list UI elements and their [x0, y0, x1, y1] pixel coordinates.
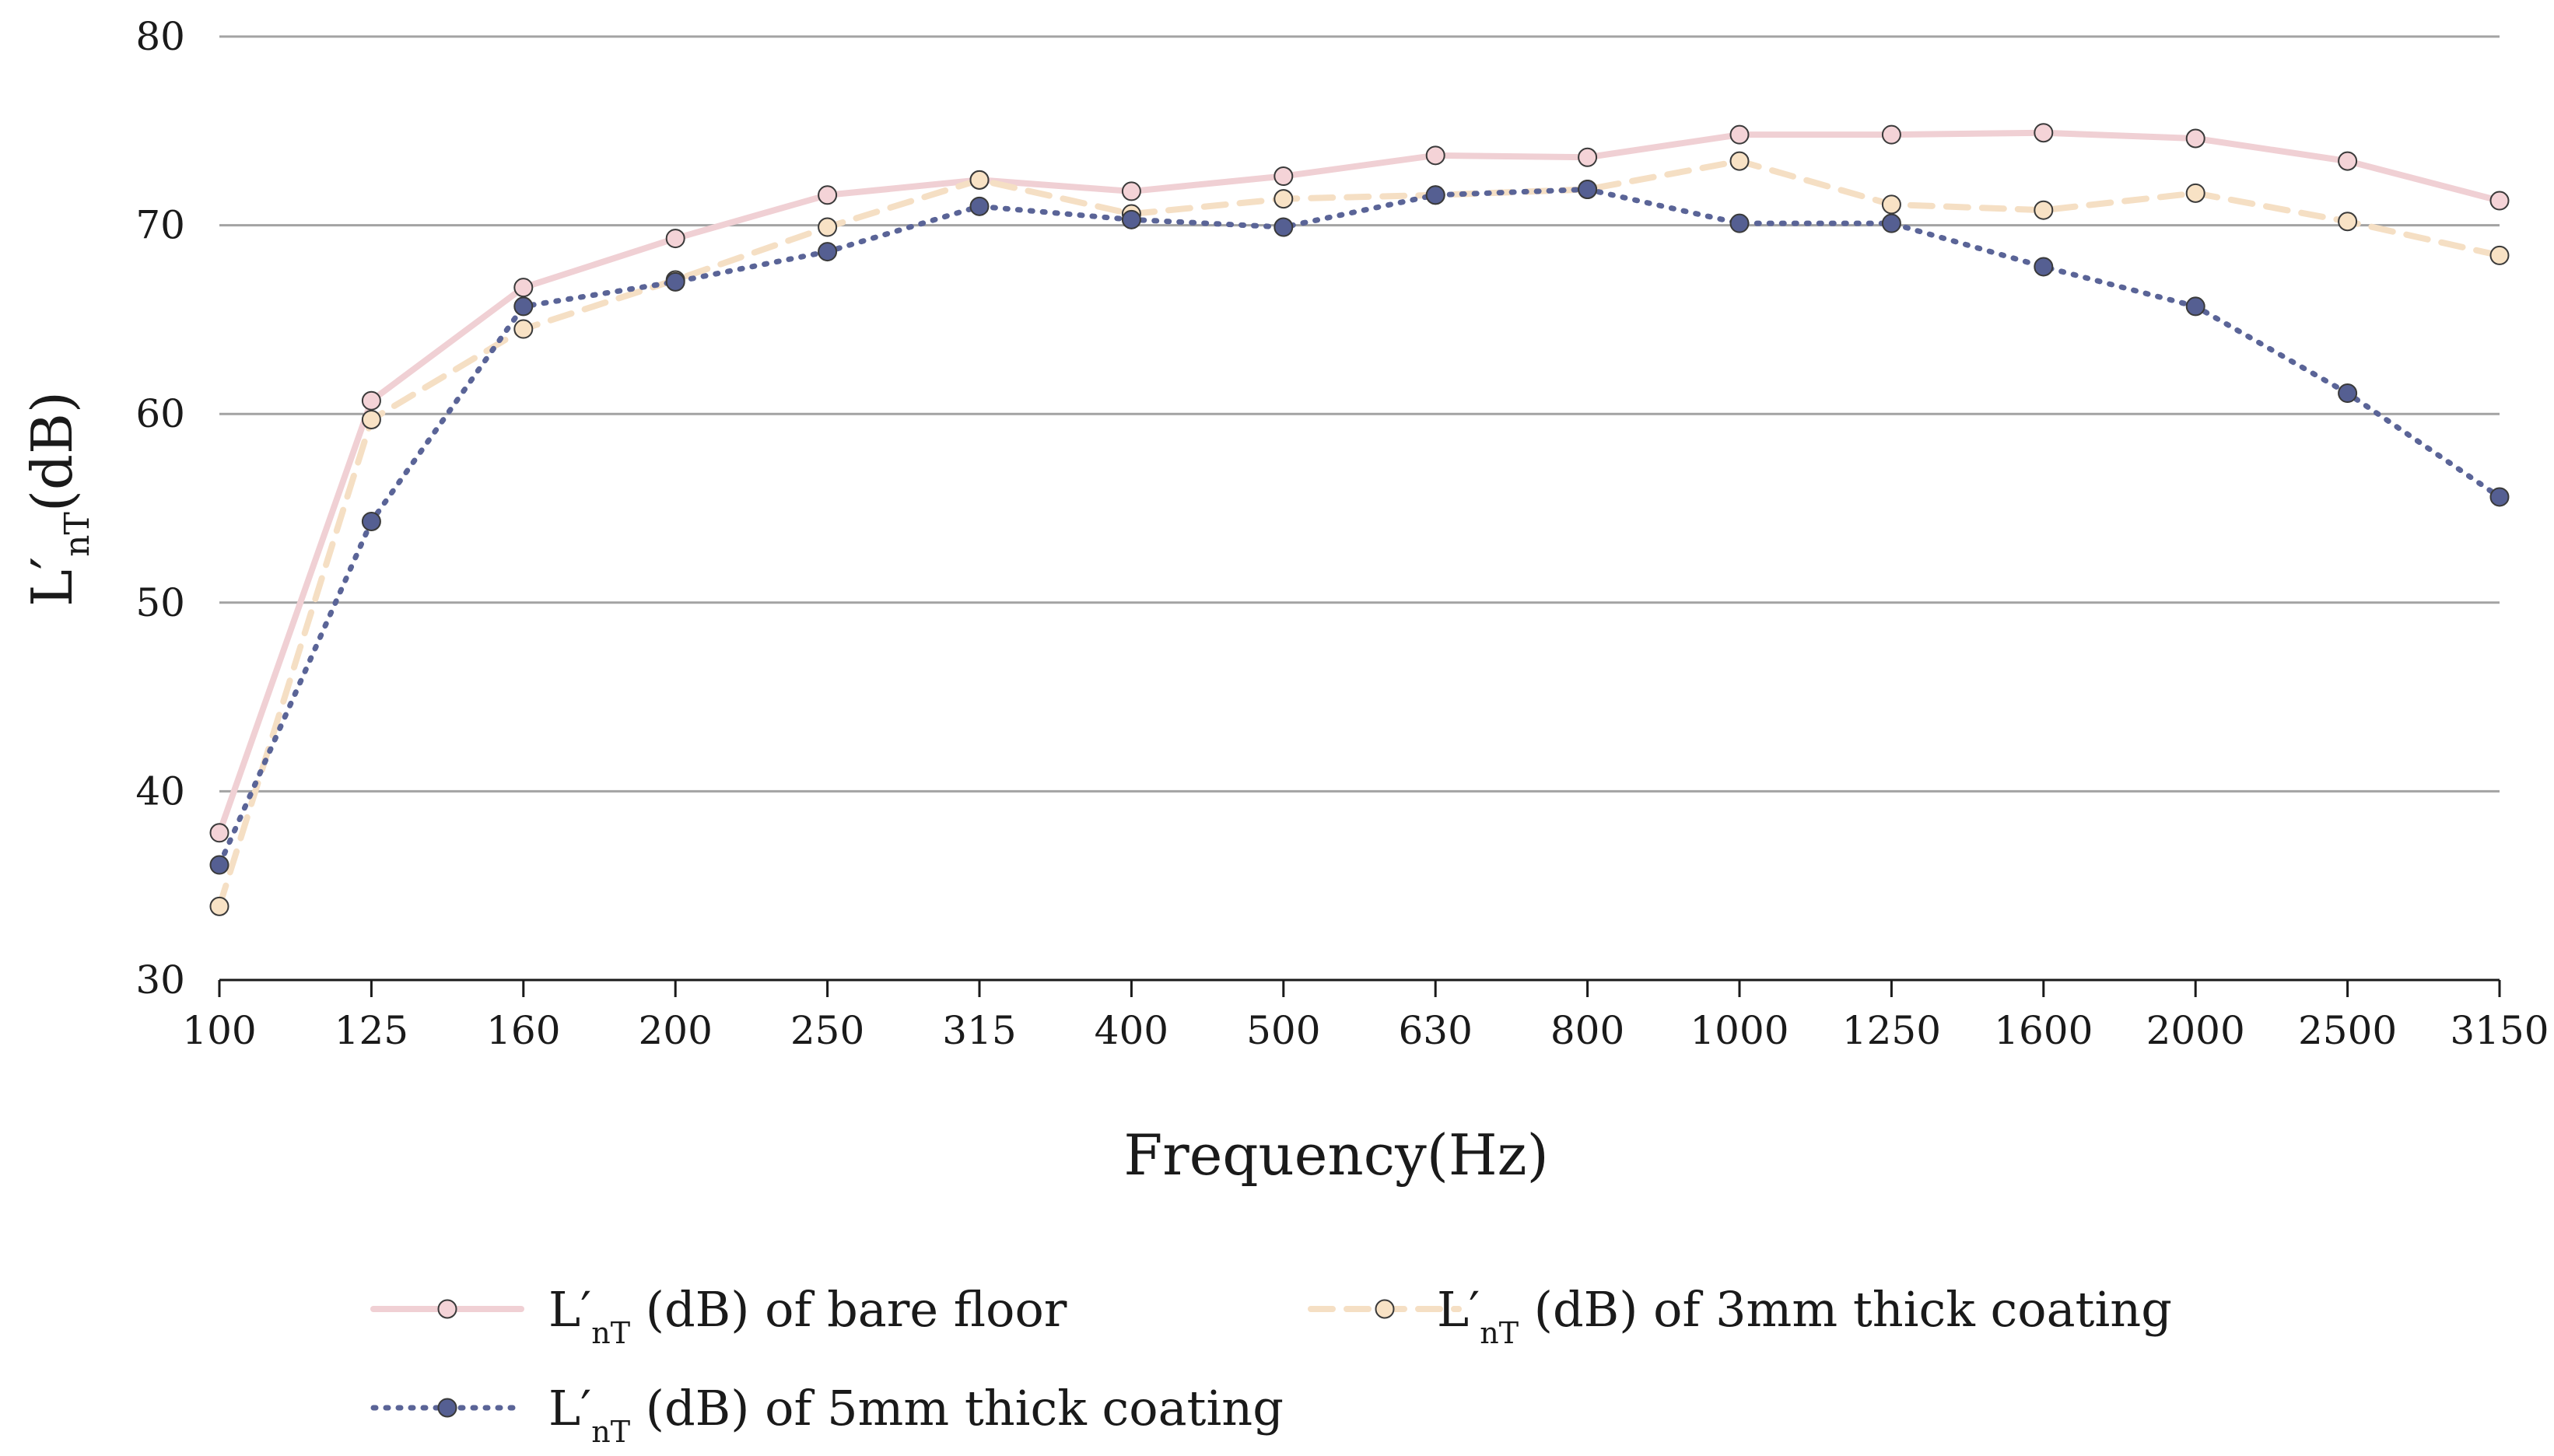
x-tick-label: 1250	[1842, 1008, 1941, 1053]
series-line-0	[216, 129, 2503, 836]
data-point-1-2	[513, 319, 534, 339]
data-point-0-0	[209, 823, 229, 843]
grid-lines	[219, 35, 2500, 793]
y-tick-label: 40	[135, 768, 185, 814]
x-tick-label: 125	[335, 1008, 408, 1053]
x-tick-label: 160	[486, 1008, 560, 1053]
data-point-0-8	[1425, 145, 1445, 166]
x-tick-label: 500	[1246, 1008, 1320, 1053]
y-axis-title: L′nT(dB)	[19, 391, 97, 607]
legend-label: L′nT (dB) of 5mm thick coating	[548, 1380, 1284, 1449]
data-point-2-2	[513, 296, 534, 317]
legend-item-0: L′nT (dB) of bare floor	[370, 1281, 1067, 1350]
legend-item-1: L′nT (dB) of 3mm thick coating	[1308, 1281, 2172, 1350]
series-line-2	[216, 187, 2503, 868]
series-lines	[216, 129, 2503, 910]
axis-labels: 30 40 50 60 70 80 100 125 160 200 250 315 400 500 630 8…	[19, 14, 2549, 1188]
legend-item-2: L′nT (dB) of 5mm thick coating	[370, 1380, 1284, 1449]
x-tick-label: 250	[790, 1008, 864, 1053]
data-point-1-13	[2185, 183, 2205, 203]
x-tick-label: 1000	[1690, 1008, 1789, 1053]
data-point-2-13	[2185, 296, 2205, 317]
x-tick-label: 400	[1095, 1008, 1168, 1053]
axes	[218, 978, 2501, 997]
data-point-1-10	[1729, 151, 1750, 171]
x-tick-label: 2000	[2146, 1008, 2245, 1053]
x-tick-label: 200	[638, 1008, 712, 1053]
x-axis-title: Frequency(Hz)	[1123, 1122, 1548, 1188]
y-tick-label: 60	[135, 391, 185, 436]
legend-swatch-marker	[1375, 1299, 1395, 1319]
data-point-0-10	[1729, 124, 1750, 145]
data-point-2-15	[2489, 487, 2510, 507]
data-point-1-12	[2034, 200, 2054, 220]
data-point-1-4	[818, 217, 838, 237]
data-point-2-11	[1881, 213, 1901, 233]
data-point-1-14	[2338, 212, 2358, 232]
data-point-2-10	[1729, 213, 1750, 233]
data-point-1-15	[2489, 245, 2510, 265]
data-point-1-1	[361, 409, 381, 429]
series-line-1	[216, 158, 2503, 910]
x-tick-label: 315	[942, 1008, 1016, 1053]
data-point-2-12	[2034, 257, 2054, 277]
data-point-1-7	[1273, 189, 1294, 209]
data-point-0-4	[818, 185, 838, 205]
data-point-0-9	[1578, 147, 1598, 167]
data-point-0-1	[361, 390, 381, 411]
x-tick-label: 630	[1398, 1008, 1472, 1053]
data-point-0-7	[1273, 166, 1294, 187]
y-axis-title-sub: nT	[58, 512, 97, 557]
data-point-2-4	[818, 242, 838, 262]
data-point-1-0	[209, 896, 229, 916]
y-tick-label: 50	[135, 580, 185, 625]
data-point-2-0	[209, 855, 229, 875]
y-axis-title-unit: (dB)	[19, 391, 85, 512]
data-point-2-14	[2338, 383, 2358, 404]
data-point-2-5	[969, 196, 990, 216]
series-markers	[209, 123, 2510, 916]
data-point-2-8	[1425, 185, 1445, 205]
data-point-2-7	[1273, 217, 1294, 237]
data-point-0-14	[2338, 151, 2358, 171]
data-point-2-9	[1578, 180, 1598, 200]
data-point-0-13	[2185, 128, 2205, 149]
y-tick-label: 80	[135, 14, 185, 59]
data-point-0-3	[665, 229, 685, 249]
legend-swatch-marker	[437, 1398, 457, 1418]
data-point-2-3	[665, 271, 685, 292]
data-point-0-6	[1121, 181, 1141, 201]
data-point-2-6	[1121, 209, 1141, 229]
legend-swatch-marker	[437, 1299, 457, 1319]
y-tick-label: 30	[135, 957, 185, 1003]
legend-label: L′nT (dB) of bare floor	[548, 1281, 1067, 1350]
x-tick-label: 100	[182, 1008, 256, 1053]
data-point-1-11	[1881, 194, 1901, 215]
legend-label: L′nT (dB) of 3mm thick coating	[1437, 1281, 2172, 1350]
data-point-0-15	[2489, 191, 2510, 211]
y-tick-label: 70	[135, 203, 185, 248]
legend: L′nT (dB) of bare floor L′nT (dB) of 3mm …	[370, 1281, 2172, 1449]
y-axis-title-main: L′	[19, 557, 85, 607]
data-point-1-5	[969, 170, 990, 190]
data-point-0-11	[1881, 124, 1901, 145]
x-tick-label: 1600	[1994, 1008, 2093, 1053]
data-point-0-12	[2034, 123, 2054, 143]
data-point-0-2	[513, 278, 534, 298]
x-tick-label: 2500	[2298, 1008, 2397, 1053]
data-point-2-1	[361, 511, 381, 531]
x-tick-label: 3150	[2450, 1008, 2549, 1053]
x-tick-label: 800	[1550, 1008, 1624, 1053]
